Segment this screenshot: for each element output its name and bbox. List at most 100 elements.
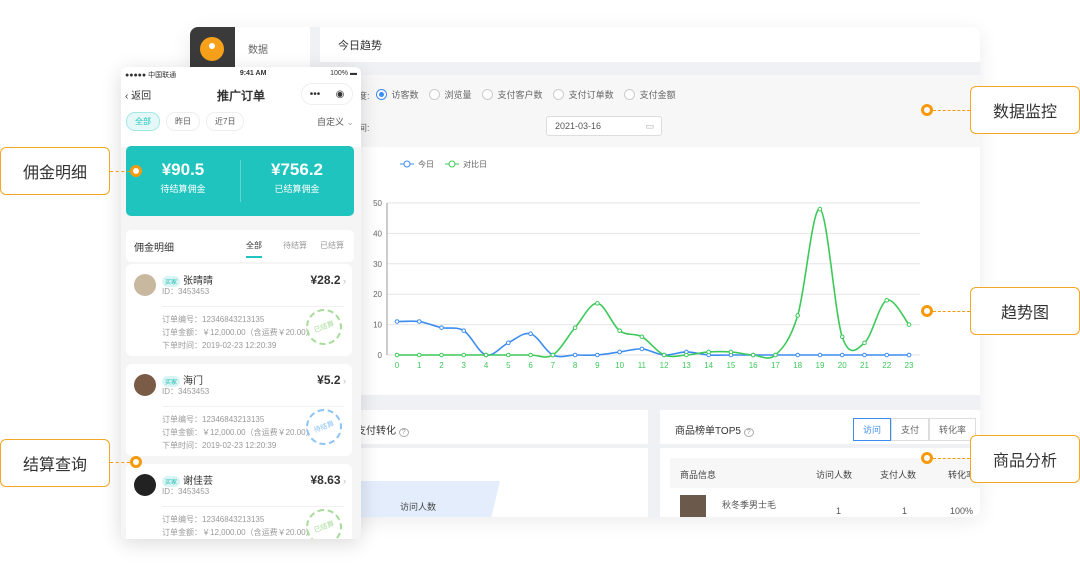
radio-option[interactable]: 浏览量 xyxy=(428,88,472,101)
table-row[interactable]: 秋冬季男士毛 1 1 100% xyxy=(670,490,980,517)
list-tab[interactable]: 已结算 xyxy=(320,241,344,250)
top5-tab[interactable]: 转化率 xyxy=(929,418,977,441)
buyer-tag: 买家 xyxy=(162,275,181,287)
radio-icon xyxy=(623,89,635,100)
radio-option[interactable]: 支付订单数 xyxy=(552,88,614,101)
x-tick-label: 19 xyxy=(816,361,825,370)
callout-trend: 趋势图 xyxy=(970,287,1080,335)
buyer-name: 张晴晴 xyxy=(183,276,214,287)
custom-date-dropdown[interactable]: 自定义 ⌄ xyxy=(317,115,354,128)
legend-label[interactable]: 今日 xyxy=(418,159,434,169)
x-tick-label: 18 xyxy=(793,361,802,370)
data-point xyxy=(862,340,867,346)
date-tab[interactable]: 昨日 xyxy=(166,112,200,131)
data-point xyxy=(416,352,422,358)
capsule-menu[interactable]: ••• ◉ xyxy=(301,83,353,105)
x-tick-label: 3 xyxy=(462,361,467,370)
radio-option[interactable]: 支付金额 xyxy=(623,88,676,101)
order-time: 下单时间：2019-02-23 12:20:39 xyxy=(162,441,277,450)
data-point xyxy=(795,313,800,318)
callout-product: 商品分析 xyxy=(970,435,1080,483)
x-tick-label: 23 xyxy=(905,361,914,370)
data-point xyxy=(483,352,489,358)
data-point xyxy=(506,340,511,346)
battery-level: 100% xyxy=(330,70,349,77)
data-point xyxy=(684,352,689,358)
trend-chart: 0 10 20 30 40 50 0 1 2 3 4 5 6 7 8 9 10 11 12 13 14 15 16 17 18 1… xyxy=(340,147,980,395)
data-point xyxy=(595,301,600,306)
callout-settlement: 结算查询 xyxy=(0,439,110,487)
x-tick-label: 0 xyxy=(395,361,400,370)
top5-tab[interactable]: 访问 xyxy=(853,418,892,441)
data-point xyxy=(639,346,645,352)
date-value: 2021-03-16 xyxy=(555,121,602,131)
list-tab[interactable]: 全部 xyxy=(246,240,262,258)
more-icon[interactable]: ••• xyxy=(309,88,321,100)
phone-mockup: ●●●●● 中国联通 9:41 AM 100% ▬ ‹ 返回 推广订单 ••• ◉… xyxy=(121,67,361,539)
marker-dot-icon xyxy=(130,456,142,468)
commission-amount: ¥28.2 xyxy=(310,273,341,287)
radio-option[interactable]: 访客数 xyxy=(375,88,419,101)
x-tick-label: 6 xyxy=(528,361,533,370)
order-amount: 订单金额：￥12,000.00（含运费￥20.00） xyxy=(162,528,314,537)
data-point xyxy=(817,206,823,212)
chevron-down-icon: ⌄ xyxy=(346,117,355,127)
help-icon[interactable]: ? xyxy=(398,428,409,437)
stamp-label: 已结算 xyxy=(313,520,336,535)
funnel-label: 访问人数 xyxy=(400,502,437,512)
legend-label[interactable]: 对比日 xyxy=(463,159,487,169)
order-card[interactable]: 买家 张晴晴 ID：3453453 ¥28.2 › 订单编号：1234684321… xyxy=(126,264,352,356)
data-point xyxy=(639,334,645,340)
radio-icon xyxy=(481,89,493,100)
order-card[interactable]: 买家 谢佳芸 ID：3453453 ¥8.63 › 订单编号：1234684321… xyxy=(126,464,352,539)
x-tick-label: 1 xyxy=(417,361,422,370)
data-point xyxy=(795,352,800,358)
date-tab[interactable]: 全部 xyxy=(126,112,160,131)
x-tick-label: 4 xyxy=(484,361,489,370)
data-point xyxy=(906,322,912,327)
calendar-icon[interactable]: ▭ xyxy=(645,121,654,131)
data-point xyxy=(750,352,756,358)
date-tab[interactable]: 近7日 xyxy=(206,112,245,131)
settled-amount: ¥756.2 xyxy=(271,160,323,179)
data-point xyxy=(416,319,422,324)
order-card[interactable]: 买家 海门 ID：3453453 ¥5.2 › 订单编号：123468432131… xyxy=(126,364,352,456)
x-tick-label: 20 xyxy=(838,361,847,370)
compare-date-input[interactable]: 2021-03-16 ▭ xyxy=(546,116,662,136)
status-stamp: 已结算 xyxy=(300,503,348,539)
column-header: 访问人数 xyxy=(816,470,853,480)
radio-option[interactable]: 支付客户数 xyxy=(481,88,543,101)
commission-amount: ¥8.63 xyxy=(310,473,341,487)
close-target-icon[interactable]: ◉ xyxy=(335,88,345,100)
x-tick-label: 12 xyxy=(660,361,669,370)
data-point xyxy=(394,352,400,358)
data-point xyxy=(506,352,511,358)
data-point xyxy=(706,349,711,355)
top5-tab[interactable]: 支付 xyxy=(891,418,930,441)
buyer-id: ID：3453453 xyxy=(162,387,210,396)
y-tick-label: 0 xyxy=(378,351,383,360)
connector-line xyxy=(933,458,970,459)
connector-line xyxy=(933,311,970,312)
pending-label: 待结算佣金 xyxy=(160,184,206,194)
order-time: 下单时间：2019-02-23 12:20:39 xyxy=(162,341,277,350)
column-header: 商品信息 xyxy=(680,470,717,480)
product-thumbnail xyxy=(680,495,706,517)
list-tab[interactable]: 待结算 xyxy=(283,241,307,250)
data-point xyxy=(572,352,578,358)
data-point xyxy=(394,319,400,324)
top5-panel: 商品榜单TOP5 ? 访问 支付 转化率 商品信息 访问人数 支付人数 转化率 秋冬… xyxy=(660,410,980,517)
radio-icon xyxy=(428,89,440,100)
column-header: 支付人数 xyxy=(880,470,917,480)
product-name[interactable]: 秋冬季男士毛 xyxy=(722,500,777,510)
rate-cell: 100% xyxy=(950,506,974,516)
chevron-right-icon: › xyxy=(340,276,346,286)
funnel-bar xyxy=(340,481,500,517)
back-button[interactable]: ‹ 返回 xyxy=(125,87,151,102)
help-icon[interactable]: ? xyxy=(743,428,754,437)
radio-icon xyxy=(552,89,564,100)
x-tick-label: 22 xyxy=(882,361,891,370)
chevron-left-icon: ‹ xyxy=(125,91,132,102)
y-tick-label: 40 xyxy=(373,229,382,238)
sidebar-item-data[interactable]: 数据 xyxy=(248,45,268,56)
